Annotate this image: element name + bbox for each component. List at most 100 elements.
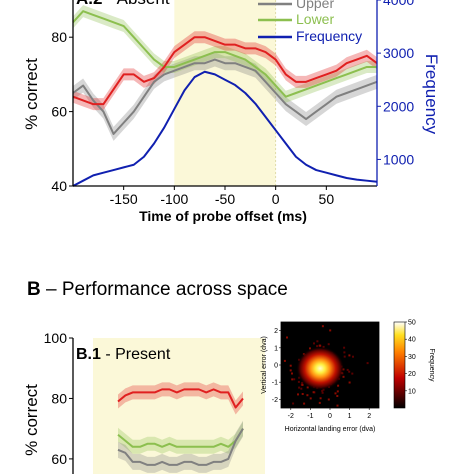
colorbar-ticks: 10 20 30 40 50 xyxy=(405,320,416,395)
heatmap-x-tick-label: 0 xyxy=(328,413,332,420)
heatmap-cell xyxy=(291,378,294,381)
heatmap-y-tick-label: -1 xyxy=(272,380,278,387)
a2-y2-axis-label: Frequency xyxy=(422,54,441,135)
a2-panel-label-bold: A.2 xyxy=(76,0,102,8)
heatmap-cell xyxy=(309,347,311,350)
a2-highlight-region xyxy=(174,0,276,186)
heatmap-cell xyxy=(316,340,319,343)
heatmap-cell xyxy=(306,386,309,389)
heatmap-cell xyxy=(348,381,351,384)
heatmap-cell xyxy=(286,336,288,339)
a2-y-ticks: 40 60 80 xyxy=(51,29,73,194)
heatmap-cell xyxy=(306,394,309,397)
heatmap-inset: -2 -1 0 1 2 -2 -1 0 1 2 Horizontal landing error… xyxy=(261,320,435,434)
heatmap-cell xyxy=(291,372,293,375)
colorbar-tick-label: 50 xyxy=(408,320,416,327)
legend-frequency-label: Frequency xyxy=(296,28,362,44)
heatmap-cell xyxy=(318,401,321,404)
heatmap-cell xyxy=(312,391,315,394)
a2-x-tick-label: 50 xyxy=(319,191,335,207)
b1-line-upper xyxy=(117,428,244,466)
heatmap-cell xyxy=(334,392,337,395)
legend-lower-label: Lower xyxy=(296,11,334,27)
heatmap-cell xyxy=(336,404,339,407)
b1-band-upper xyxy=(118,420,243,473)
a2-x-tick-label: -150 xyxy=(110,191,138,207)
heatmap-x-tick-label: 1 xyxy=(348,413,352,420)
section-b-letter: B xyxy=(27,279,41,300)
heatmap-y-tick-label: 1 xyxy=(274,345,278,352)
a2-band-lower xyxy=(73,5,377,103)
b1-y-ticks: 60 80 100 xyxy=(44,330,73,467)
colorbar-label: Frequency xyxy=(428,348,435,382)
heatmap-cell xyxy=(309,397,312,400)
heatmap-cell xyxy=(366,362,369,365)
heatmap-x-tick-label: -2 xyxy=(288,413,294,420)
heatmap-cell xyxy=(343,355,346,358)
heatmap-cell xyxy=(336,390,339,393)
heatmap-cell xyxy=(303,402,306,405)
section-b-title: B – Performance across space xyxy=(27,279,288,300)
heatmap-y-tick-label: 2 xyxy=(274,328,278,335)
a2-y2-tick-label: 1000 xyxy=(383,151,414,167)
heatmap-cell xyxy=(342,375,345,378)
heatmap-x-ticks: -2 -1 0 1 2 xyxy=(288,408,371,420)
colorbar-tick-label: 40 xyxy=(408,337,416,344)
a2-y2-tick-label: 2000 xyxy=(383,98,414,114)
b1-panel-label: B.1 - Present xyxy=(76,346,171,363)
a2-line-lower xyxy=(72,10,377,98)
heatmap-cell xyxy=(301,393,304,395)
a2-y2-tick-label: 3000 xyxy=(383,45,414,61)
b1-y-tick-label: 100 xyxy=(44,330,68,346)
heatmap-cell xyxy=(346,368,349,371)
heatmap-cell xyxy=(318,344,321,347)
heatmap-cell xyxy=(297,380,300,383)
heatmap-cell xyxy=(297,393,299,396)
heatmap-cell xyxy=(298,386,301,389)
heatmap-cell xyxy=(313,342,315,345)
colorbar-tick-label: 10 xyxy=(408,388,416,395)
heatmap-y-tick-label: -2 xyxy=(272,397,278,404)
a2-y2-tick-label: 4000 xyxy=(383,0,414,8)
a2-y-tick-label: 80 xyxy=(51,29,67,45)
heatmap-cell xyxy=(348,370,351,373)
panel-a2: -150 -100 -50 0 50 40 60 80 1000 2000 3000 4000 T… xyxy=(22,0,441,224)
colorbar-tick-label: 30 xyxy=(408,354,416,361)
heatmap-y-tick-label: 0 xyxy=(274,363,278,370)
a2-y-axis-label: % correct xyxy=(22,58,41,130)
a2-y-tick-label: 60 xyxy=(51,104,67,120)
b1-series-lines xyxy=(117,388,244,466)
legend-upper-label: Upper xyxy=(296,0,334,11)
heatmap-cell xyxy=(348,354,351,357)
heatmap-cell xyxy=(352,355,354,358)
heatmap-cell xyxy=(316,345,319,348)
heatmap-cell xyxy=(351,372,354,375)
section-b-title-text: – Performance across space xyxy=(41,279,288,300)
heatmap-x-tick-label: 2 xyxy=(367,413,371,420)
b1-y-tick-label: 60 xyxy=(51,451,67,467)
a2-band-upper xyxy=(73,52,377,141)
heatmap-cell xyxy=(283,359,286,362)
b1-line-fused xyxy=(117,388,244,409)
heatmap-cell xyxy=(293,378,296,381)
a2-y-tick-label: 40 xyxy=(51,178,67,194)
a2-panel-label-rest: - Absent xyxy=(102,0,169,8)
heatmap-x-label: Horizontal landing error (dva) xyxy=(285,426,376,433)
a2-x-tick-label: 0 xyxy=(272,191,280,207)
heatmap-cell xyxy=(327,343,330,346)
heatmap-cell xyxy=(292,402,295,405)
a2-line-fused xyxy=(72,36,378,106)
colorbar-tick-label: 20 xyxy=(408,371,416,378)
a2-series-lines xyxy=(72,10,378,187)
heatmap-cell xyxy=(327,398,330,401)
heatmap-peak xyxy=(296,346,345,391)
a2-x-tick-label: -50 xyxy=(215,191,235,207)
heatmap-x-tick-label: -1 xyxy=(307,413,313,420)
heatmap-y-ticks: -2 -1 0 1 2 xyxy=(272,328,281,404)
b1-panel-label-rest: - Present xyxy=(101,346,171,363)
b1-y-axis-label: % correct xyxy=(22,384,41,456)
b1-panel-label-bold: B.1 xyxy=(76,346,101,363)
b1-band-lower xyxy=(118,421,243,454)
b1-line-lower xyxy=(117,428,244,448)
heatmap-cell xyxy=(321,389,324,392)
